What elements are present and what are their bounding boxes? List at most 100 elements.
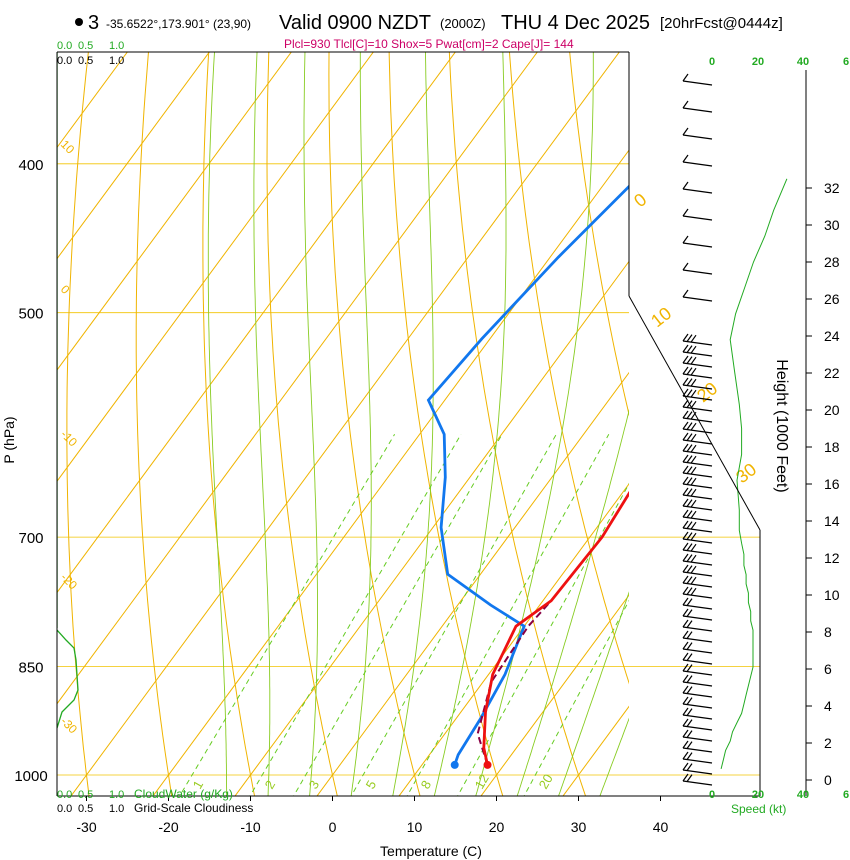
wind-barb-feather [686, 378, 693, 386]
wind-barb-feather [686, 433, 693, 441]
wind-barb-feather [686, 686, 693, 694]
wind-barb-feather [682, 597, 689, 606]
wind-barb [682, 652, 713, 665]
wind-barb-feather [686, 444, 693, 452]
wind-barb-feather [686, 774, 693, 782]
wind-barb-feather [690, 532, 697, 541]
wind-barb-feather [686, 543, 693, 551]
station-number: 3 [88, 12, 99, 34]
dry-adiabat-line [508, 52, 629, 685]
isotherm-line [623, 0, 850, 826]
wind-barb-feather [682, 630, 689, 639]
wind-barb [682, 520, 713, 533]
mixing-ratio-label: 8 [418, 778, 435, 792]
wind-barb-staff [682, 769, 713, 775]
height-tick-label: 24 [824, 328, 840, 344]
speed-top-tick: 0 [709, 56, 715, 68]
wind-barb-feather [686, 554, 693, 562]
wind-barb-staff [682, 747, 713, 753]
bottom-cloudiness-tick: 0.5 [78, 803, 93, 815]
wind-barb-feather [682, 487, 689, 496]
wind-barb-feather [686, 598, 693, 606]
wind-barb-staff [682, 161, 713, 167]
wind-barb-feather [682, 674, 689, 683]
surface-dewpoint-point [450, 760, 459, 769]
isotherm-line [234, 260, 629, 796]
wind-barb [682, 762, 713, 775]
x-tick-label: 20 [489, 819, 505, 835]
isotherm-line [57, 52, 292, 371]
wind-barb-staff [682, 527, 713, 533]
forecast-label: [20hrFcst@0444z] [660, 15, 783, 32]
isotherm-line [398, 483, 629, 796]
wind-barb-staff [682, 472, 713, 478]
dry-adiabat-label: -30 [58, 714, 80, 736]
wind-barb-staff [682, 714, 713, 720]
x-tick-label: -30 [76, 819, 96, 835]
wind-barb [682, 421, 713, 434]
wind-barb-feather [686, 609, 693, 617]
wind-barb-feather [682, 531, 689, 540]
wind-barb [682, 355, 713, 368]
mixing-ratio-label: 5 [363, 778, 380, 792]
wind-barb-staff [682, 681, 713, 687]
height-tick-label: 4 [824, 698, 832, 714]
mixing-ratio-line [406, 434, 610, 796]
wind-barb-feather [682, 707, 689, 716]
wind-barb-feather [682, 751, 689, 760]
wind-barb-staff [682, 692, 713, 698]
height-tick-label: 28 [824, 254, 840, 270]
wind-barb-feather [682, 652, 689, 661]
isotherm-line [480, 594, 629, 796]
wind-barb-feather [686, 730, 693, 738]
wind-barb [682, 619, 713, 632]
wind-barb [682, 454, 713, 467]
wind-barb-feather [682, 498, 689, 507]
wind-barb-feather [690, 444, 697, 453]
wind-barb-feather [686, 708, 693, 716]
bottom-cloudiness-tick: 1.0 [109, 803, 124, 815]
wind-barb [682, 564, 713, 577]
moist-adiabat-line [516, 408, 629, 796]
wind-barb-feather [682, 586, 689, 595]
wind-barb-feather [682, 520, 689, 529]
wind-barb-feather [682, 696, 689, 705]
wind-panel-edge [628, 295, 761, 531]
wind-barb-feather [682, 663, 689, 672]
speed-top-extra-tick: 6 [843, 56, 849, 68]
wind-barb-feather [690, 455, 697, 464]
speed-top-tick: 20 [752, 56, 764, 68]
wind-barb-feather [690, 356, 697, 365]
isotherm-line [57, 52, 210, 260]
wind-barb [682, 235, 713, 248]
mixing-ratio-label: 12 [472, 771, 492, 791]
wind-barb [682, 696, 713, 709]
wind-barb-staff [682, 505, 713, 511]
wind-barb-staff [682, 758, 713, 764]
wind-barb-staff [682, 780, 713, 786]
wind-barb-feather [686, 675, 693, 683]
isotherm-line [316, 371, 629, 796]
wind-barb-staff [682, 362, 713, 368]
wind-barb-feather [686, 521, 693, 529]
height-tick-label: 16 [824, 476, 840, 492]
wind-barb-staff [682, 483, 713, 489]
wind-barb-staff [682, 384, 713, 390]
wind-barb-feather [682, 344, 689, 353]
mixing-ratio-line [249, 434, 462, 796]
wind-barb [682, 208, 713, 221]
pressure-tick-label: 400 [18, 157, 43, 174]
dry-adiabat-line [135, 52, 173, 796]
wind-barb [682, 366, 713, 379]
wind-barb-feather [682, 553, 689, 562]
wind-barb-feather [690, 345, 697, 354]
isotherm-line [0, 0, 304, 826]
wind-barb-feather [686, 455, 693, 463]
dry-adiabat-line [66, 52, 90, 796]
x-tick-label: 40 [653, 819, 669, 835]
speed-top-tick: 40 [797, 56, 809, 68]
wind-barb [682, 674, 713, 687]
mixing-ratio-label: 20 [536, 771, 556, 791]
x-tick-label: -20 [158, 819, 178, 835]
